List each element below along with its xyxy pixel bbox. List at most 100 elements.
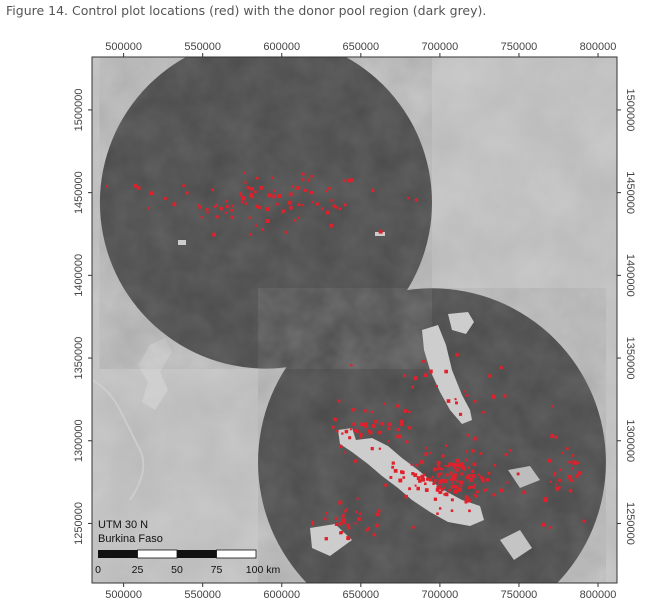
y-tick-label-right: 1300000 (624, 419, 636, 462)
control-plot (472, 436, 477, 441)
control-plot (338, 521, 343, 526)
control-plot (568, 475, 572, 479)
control-plot (346, 536, 351, 541)
control-plot (465, 394, 469, 397)
control-plot (378, 447, 381, 450)
control-plot (414, 198, 418, 202)
control-plot (254, 224, 257, 227)
control-plot (360, 422, 364, 427)
control-plot (389, 476, 393, 479)
control-plot (255, 204, 259, 208)
y-tick-label-right: 1500000 (624, 89, 636, 132)
control-plot (291, 185, 294, 188)
control-plot (225, 199, 228, 203)
control-plot (396, 427, 400, 432)
control-plot (249, 193, 254, 198)
control-plot (438, 466, 442, 471)
control-plot (438, 491, 442, 495)
control-plot (426, 477, 430, 481)
x-tick-label-top: 700000 (422, 41, 459, 53)
donor-pool-texture (258, 288, 606, 583)
control-plot (272, 189, 276, 193)
control-plot (482, 411, 485, 414)
control-plot (346, 523, 350, 527)
control-plot (446, 465, 450, 468)
control-plot (408, 410, 411, 413)
control-plot (301, 204, 304, 207)
control-plot (471, 449, 475, 453)
control-plot (230, 215, 234, 219)
control-plot (488, 374, 492, 378)
control-plot (437, 475, 440, 478)
control-plot (363, 409, 367, 413)
control-plot (344, 451, 347, 454)
control-plot (428, 478, 433, 482)
control-plot (378, 430, 382, 435)
control-plot (391, 461, 395, 465)
control-plot (561, 451, 564, 455)
control-plot (414, 484, 417, 487)
control-plot (460, 480, 464, 484)
control-plot (350, 364, 353, 367)
control-plot (425, 446, 428, 450)
control-plot (450, 498, 454, 502)
coordinate-ticks: 500000 500000 550000 550000 600000 600000 6500… (73, 41, 636, 601)
control-plot (342, 520, 346, 524)
scale-label-100: 100 km (246, 564, 281, 576)
control-plot (355, 510, 358, 514)
lake-east (508, 466, 540, 488)
control-plot (573, 461, 577, 465)
control-plot (255, 176, 259, 180)
control-plot (555, 486, 560, 491)
control-plot (473, 400, 477, 403)
control-plot (258, 205, 262, 210)
control-plot (332, 204, 336, 208)
control-plot (441, 468, 444, 471)
control-plot (185, 191, 189, 195)
control-plot (287, 200, 292, 205)
control-plot (544, 496, 548, 501)
y-tick-label-left: 1250000 (73, 502, 85, 545)
control-plot (334, 418, 338, 422)
control-plot (428, 369, 433, 374)
control-plot (200, 216, 203, 219)
control-plot (288, 205, 293, 210)
donor-pool-texture (99, 57, 432, 369)
control-plot (432, 482, 435, 485)
control-plot (458, 412, 463, 416)
control-plot (470, 485, 474, 489)
control-plot (387, 427, 391, 431)
y-tick-label-right: 1350000 (624, 337, 636, 380)
control-plot (550, 434, 555, 438)
control-plot (480, 476, 485, 481)
control-plot (265, 219, 270, 224)
control-plot (149, 191, 154, 196)
country-label: Burkina Faso (98, 533, 163, 545)
control-plot (212, 232, 216, 237)
control-plot (311, 201, 314, 204)
control-plot (483, 489, 486, 492)
control-plot (485, 478, 490, 482)
control-plot (442, 486, 446, 489)
control-plot (219, 206, 223, 211)
control-plot (444, 479, 448, 484)
control-plot (423, 473, 426, 476)
control-plot (566, 447, 569, 450)
control-plot (453, 473, 457, 477)
control-plot (443, 493, 446, 496)
control-plot (504, 453, 508, 456)
control-plot (452, 467, 456, 470)
control-plot (551, 405, 554, 408)
control-plot (574, 474, 579, 478)
control-plot (330, 199, 333, 202)
control-plot (337, 399, 341, 403)
control-plot (453, 489, 458, 494)
control-plot (424, 488, 429, 492)
control-plot (345, 508, 348, 511)
control-plot (344, 429, 349, 434)
control-plot (224, 211, 228, 214)
control-plot (452, 476, 456, 480)
control-plot (331, 425, 335, 429)
control-plot (460, 485, 463, 488)
